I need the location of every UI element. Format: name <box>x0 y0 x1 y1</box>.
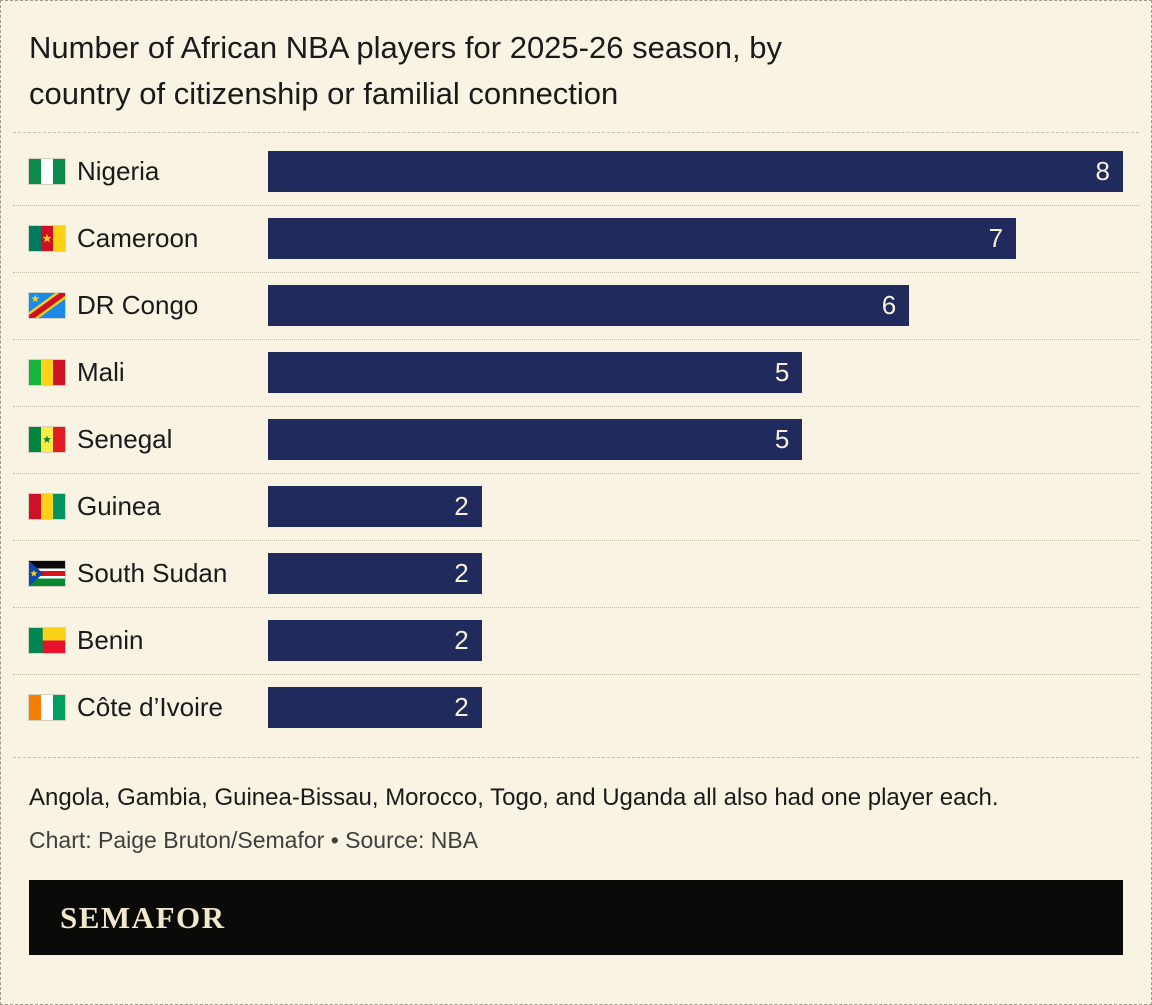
benin-flag-icon <box>28 627 66 655</box>
chart-title-line-1: Number of African NBA players for 2025-2… <box>29 30 783 65</box>
south-sudan-flag-icon <box>28 560 66 588</box>
bar-track: 2 <box>268 687 1123 729</box>
bar: 2 <box>268 553 482 595</box>
country-label-cell: Guinea <box>28 491 268 522</box>
senegal-flag-icon <box>28 426 66 454</box>
dr-congo-flag-icon <box>28 292 66 320</box>
chart-row: Mali 5 <box>13 339 1139 406</box>
chart-row: South Sudan 2 <box>13 540 1139 607</box>
country-label-cell: Cameroon <box>28 223 268 254</box>
cote-divoire-flag-icon <box>28 694 66 722</box>
cameroon-flag-icon <box>28 225 66 253</box>
bar-track: 2 <box>268 553 1123 595</box>
bar-value-label: 6 <box>881 290 897 321</box>
country-name: Nigeria <box>77 156 160 187</box>
bar-value-label: 5 <box>774 424 790 455</box>
chart-row: Senegal 5 <box>13 406 1139 473</box>
bar-value-label: 5 <box>774 357 790 388</box>
chart-row: Nigeria 8 <box>28 138 1123 205</box>
country-label-cell: DR Congo <box>28 290 268 321</box>
divider-top <box>13 132 1139 134</box>
bar: 2 <box>268 620 482 662</box>
semafor-logo: SEMAFOR <box>60 899 226 935</box>
nigeria-flag-icon <box>28 158 66 186</box>
bar: 2 <box>268 486 482 528</box>
country-name: Mali <box>77 357 125 388</box>
bar: 2 <box>268 687 482 729</box>
bar-value-label: 8 <box>1095 156 1110 187</box>
bar-track: 8 <box>268 151 1123 193</box>
guinea-flag-icon <box>28 493 66 521</box>
footnote: Angola, Gambia, Guinea-Bissau, Morocco, … <box>29 784 999 812</box>
bar-track: 2 <box>268 620 1123 662</box>
bar-track: 6 <box>268 285 1123 327</box>
country-name: Côte d’Ivoire <box>77 692 223 723</box>
bar-value-label: 7 <box>988 223 1004 254</box>
bar-track: 5 <box>268 419 1123 461</box>
bar: 6 <box>268 285 910 327</box>
chart-row: Guinea 2 <box>13 473 1139 540</box>
bar-value-label: 2 <box>454 625 469 656</box>
country-name: South Sudan <box>77 558 228 589</box>
country-label-cell: Nigeria <box>28 156 268 187</box>
country-label-cell: Côte d’Ivoire <box>28 692 268 723</box>
bar: 7 <box>268 218 1017 260</box>
country-name: DR Congo <box>77 290 199 321</box>
chart-row: Cameroon 7 <box>13 205 1139 272</box>
bar-track: 7 <box>268 218 1123 260</box>
country-name: Cameroon <box>77 223 199 254</box>
chart-credit: Chart: Paige Bruton/Semafor • Source: NB… <box>29 827 479 854</box>
chart-row: DR Congo 6 <box>13 272 1139 339</box>
chart-title: Number of African NBA players for 2025-2… <box>29 25 1123 116</box>
bar-chart: Nigeria 8 Cameroon 7 DR Congo 6 Mali 5 Senegal 5 G… <box>13 138 1139 741</box>
country-label-cell: Mali <box>28 357 268 388</box>
bar-track: 5 <box>268 352 1123 394</box>
chart-row: Côte d’Ivoire 2 <box>13 674 1139 741</box>
chart-row: Benin 2 <box>13 607 1139 674</box>
logo-bar: SEMAFOR <box>29 880 1123 956</box>
country-name: Guinea <box>77 491 161 522</box>
country-label-cell: South Sudan <box>28 558 268 589</box>
bar: 5 <box>268 419 803 461</box>
bar: 5 <box>268 352 803 394</box>
bar-value-label: 2 <box>454 491 469 522</box>
country-name: Senegal <box>77 424 173 455</box>
country-name: Benin <box>77 625 144 656</box>
country-label-cell: Benin <box>28 625 268 656</box>
mali-flag-icon <box>28 359 66 387</box>
bar-value-label: 2 <box>454 692 469 723</box>
country-label-cell: Senegal <box>28 424 268 455</box>
bar-track: 2 <box>268 486 1123 528</box>
bar-value-label: 2 <box>454 558 469 589</box>
bar: 8 <box>268 151 1123 193</box>
divider-bottom <box>13 757 1139 759</box>
chart-title-line-2: country of citizenship or familial conne… <box>29 75 619 111</box>
